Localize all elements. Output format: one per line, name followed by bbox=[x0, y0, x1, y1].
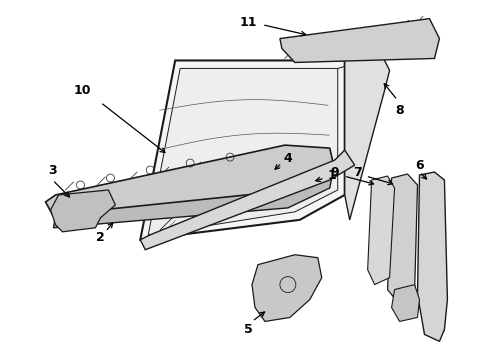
Polygon shape bbox=[252, 255, 322, 321]
Polygon shape bbox=[388, 174, 417, 305]
Polygon shape bbox=[53, 158, 335, 228]
Text: 1: 1 bbox=[327, 168, 336, 181]
Polygon shape bbox=[345, 50, 390, 220]
Polygon shape bbox=[50, 190, 115, 232]
Text: 3: 3 bbox=[48, 163, 57, 176]
Text: 10: 10 bbox=[74, 84, 91, 97]
Polygon shape bbox=[46, 145, 335, 215]
Text: 7: 7 bbox=[353, 166, 362, 179]
Text: 5: 5 bbox=[244, 323, 252, 336]
Text: 6: 6 bbox=[415, 158, 424, 172]
Polygon shape bbox=[280, 19, 440, 62]
Polygon shape bbox=[140, 150, 355, 250]
Text: 9: 9 bbox=[330, 166, 339, 179]
Text: 2: 2 bbox=[96, 231, 105, 244]
Polygon shape bbox=[140, 60, 345, 240]
Text: 4: 4 bbox=[284, 152, 292, 165]
Text: 8: 8 bbox=[395, 104, 404, 117]
Polygon shape bbox=[417, 172, 447, 341]
Text: 11: 11 bbox=[239, 16, 257, 29]
Polygon shape bbox=[392, 285, 419, 321]
Polygon shape bbox=[368, 176, 394, 285]
Polygon shape bbox=[148, 68, 338, 235]
